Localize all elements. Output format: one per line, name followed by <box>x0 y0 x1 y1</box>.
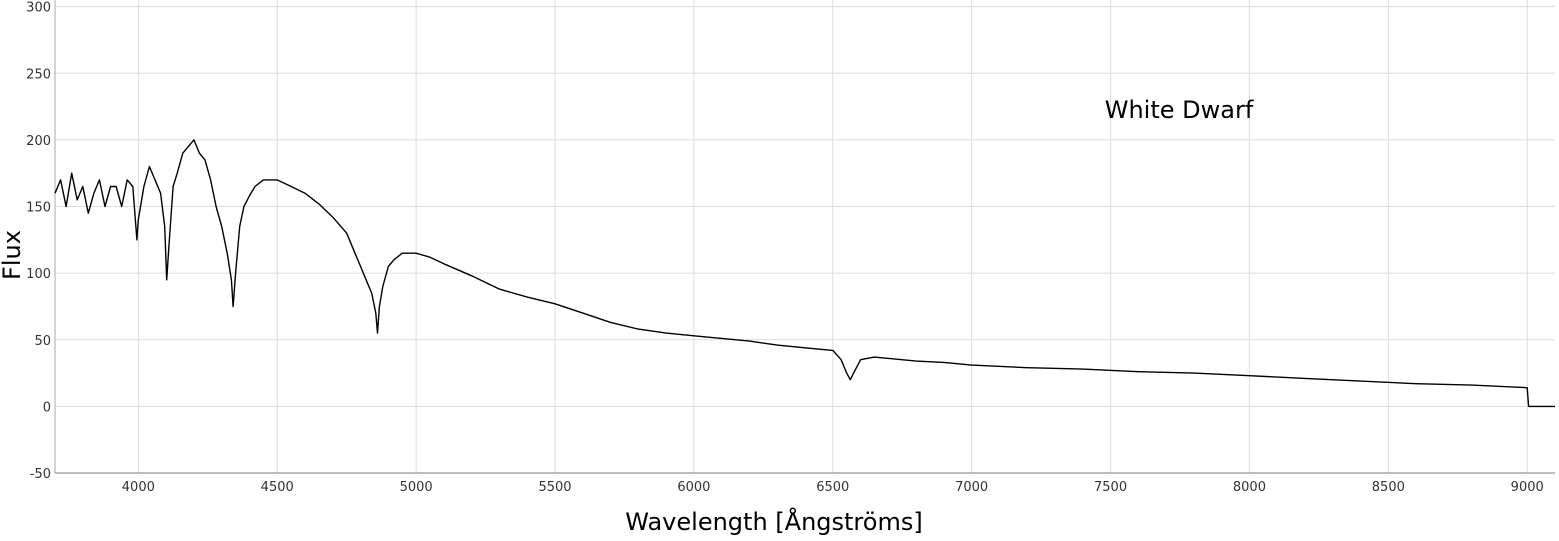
x-tick-label: 9000 <box>1511 480 1544 495</box>
series-layer <box>54 139 1555 408</box>
x-tick-label: 4000 <box>122 480 155 495</box>
x-tick-label: 6000 <box>677 480 710 495</box>
x-tick-label: 6500 <box>816 480 849 495</box>
grid-layer <box>55 0 1555 474</box>
x-tick-label: 8000 <box>1233 480 1266 495</box>
y-tick-label: 100 <box>26 267 51 282</box>
y-tick-label: 250 <box>26 67 51 82</box>
x-tick-label: 8500 <box>1372 480 1405 495</box>
x-tick-label: 7000 <box>955 480 988 495</box>
chart-annotation: White Dwarf <box>1105 96 1254 124</box>
y-tick-label: 150 <box>26 201 51 216</box>
y-tick-label: 200 <box>26 134 51 149</box>
spectrum-line <box>54 139 1555 408</box>
y-tick-label: 0 <box>43 400 51 415</box>
x-tick-label: 4500 <box>261 480 294 495</box>
axes-layer: 4000 4500 5000 5500 6000 6500 7000 7500 8000 8500… <box>26 0 1555 495</box>
y-tick-label: -50 <box>30 467 51 482</box>
x-tick-label: 5500 <box>538 480 571 495</box>
x-axis-title: Wavelength [Ångströms] <box>625 507 922 536</box>
x-tick-label: 5000 <box>400 480 433 495</box>
y-axis-title: Flux <box>0 230 26 280</box>
labels-layer: Flux Wavelength [Ångströms] White Dwarf <box>0 96 1254 536</box>
y-tick-label: 50 <box>34 334 51 349</box>
y-tick-label: 300 <box>26 1 51 16</box>
x-tick-label: 7500 <box>1094 480 1127 495</box>
